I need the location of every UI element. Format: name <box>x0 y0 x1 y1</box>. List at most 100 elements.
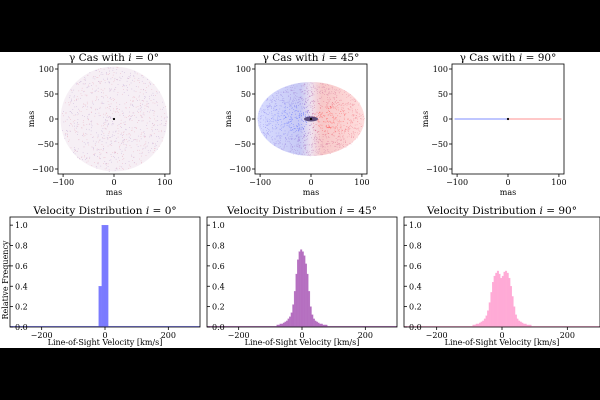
disk-panel-2-particle <box>338 132 340 134</box>
disk-panel-2-particle <box>333 141 334 143</box>
disk-panel-1-particle <box>111 142 113 144</box>
disk-panel-2-particle <box>341 129 343 131</box>
disk-panel-2-particle <box>355 117 357 118</box>
disk-panel-1-particle <box>121 93 123 95</box>
disk-panel-2-particle <box>324 94 326 95</box>
disk-panel-2-particle <box>325 124 327 126</box>
disk-panel-1-particle <box>93 136 94 138</box>
disk-panel-2-particle <box>295 152 297 154</box>
disk-panel-2-particle <box>304 84 305 86</box>
disk-panel-1-particle <box>146 145 148 147</box>
histogram-panel-3-xtick-label: 200 <box>560 331 575 340</box>
disk-panel-2-particle <box>278 111 280 113</box>
disk-panel-1-particle <box>102 131 103 133</box>
histogram-panel-3-ytick-label: 0.0 <box>409 323 422 332</box>
disk-panel-2-particle <box>303 134 305 135</box>
disk-panel-1-particle <box>66 133 68 135</box>
disk-panel-2-particle <box>334 102 336 103</box>
disk-panel-2-particle <box>302 113 304 115</box>
disk-panel-1-particle <box>112 134 113 136</box>
disk-panel-2-particle <box>303 121 304 122</box>
disk-panel-1-particle <box>105 95 107 96</box>
disk-panel-2-particle <box>336 97 338 98</box>
disk-panel-1-particle <box>131 141 133 142</box>
disk-panel-2-particle <box>345 91 347 92</box>
disk-panel-1-particle <box>87 84 89 86</box>
disk-panel-2-particle <box>350 121 352 122</box>
disk-panel-1-particle <box>100 148 102 150</box>
disk-panel-1-particle <box>90 130 92 132</box>
disk-panel-2-particle <box>331 91 333 92</box>
disk-panel-2-particle <box>333 98 335 99</box>
disk-panel-2-particle <box>260 128 262 129</box>
disk-panel-2-particle <box>289 112 291 114</box>
disk-panel-1-particle <box>96 89 97 91</box>
disk-panel-2-particle <box>348 102 349 103</box>
disk-panel-1-particle <box>128 94 129 96</box>
disk-panel-2-particle <box>266 105 268 107</box>
disk-panel-2-particle <box>319 148 320 150</box>
histogram-panel-2-title: Velocity Distribution i = 45° <box>226 205 377 217</box>
disk-panel-1-particle <box>109 144 111 146</box>
disk-panel-2-particle <box>358 127 360 129</box>
disk-panel-2-particle <box>298 145 300 146</box>
disk-panel-2-particle <box>303 136 305 137</box>
histogram-panel-3-xtick-label: 0 <box>499 331 504 340</box>
disk-panel-2-particle <box>303 112 304 113</box>
disk-panel-2-particle <box>291 103 293 105</box>
disk-panel-2-particle <box>276 105 278 107</box>
disk-panel-1-particle <box>137 79 138 81</box>
disk-panel-1-particle <box>92 77 94 79</box>
disk-panel-2-particle <box>313 85 314 87</box>
histogram-panel-2-bar <box>311 314 314 328</box>
disk-panel-1-particle <box>115 140 116 142</box>
disk-panel-1-particle <box>105 128 107 129</box>
disk-panel-2-particle <box>347 118 348 120</box>
disk-panel-1-particle <box>131 130 133 131</box>
disk-panel-2-particle <box>355 109 356 110</box>
disk-panel-1-particle <box>110 67 112 69</box>
disk-panel-2-particle <box>266 114 268 115</box>
disk-panel-2-particle <box>297 111 299 112</box>
disk-panel-2-particle <box>260 108 262 109</box>
disk-panel-1-particle <box>162 101 164 103</box>
disk-panel-2-particle <box>312 144 314 146</box>
disk-panel-2-particle <box>287 113 288 115</box>
disk-panel-2-particle <box>331 126 333 128</box>
disk-panel-2-particle <box>345 113 347 114</box>
disk-panel-2-particle <box>337 129 339 131</box>
disk-panel-2-particle <box>294 92 295 93</box>
disk-panel-1-particle <box>163 107 164 109</box>
disk-panel-1-particle <box>133 80 135 82</box>
disk-panel-2-particle <box>301 88 302 90</box>
disk-panel-2-particle <box>318 103 320 104</box>
disk-panel-2-particle <box>301 124 303 125</box>
disk-panel-2-particle <box>297 127 298 129</box>
disk-panel-2-particle <box>307 151 308 153</box>
disk-panel-2-particle <box>281 100 283 101</box>
disk-panel-1-particle <box>73 152 74 154</box>
disk-panel-2-particle <box>343 118 345 120</box>
disk-panel-1-particle <box>164 124 166 126</box>
disk-panel-2-particle <box>302 138 303 139</box>
disk-panel-2-particle <box>298 141 300 143</box>
disk-panel-2-particle <box>286 121 288 123</box>
histogram-panel-3-bar <box>488 302 491 328</box>
histogram-panel-2-bar <box>289 316 292 328</box>
disk-panel-1-particle <box>115 111 116 113</box>
disk-panel-2-particle <box>352 104 354 106</box>
disk-panel-2-particle <box>308 104 310 106</box>
disk-panel-2-particle <box>269 105 271 106</box>
disk-panel-1-particle <box>115 87 117 88</box>
disk-panel-1-particle <box>129 127 130 128</box>
disk-panel-2-particle <box>292 100 293 102</box>
disk-panel-1-particle <box>152 152 154 153</box>
disk-panel-1-particle <box>82 135 83 137</box>
histogram-panel-3-bar <box>503 271 506 328</box>
disk-panel-1-particle <box>107 101 109 102</box>
disk-panel-2-particle <box>276 92 277 94</box>
disk-panel-1-particle <box>150 135 152 137</box>
disk-panel-1-particle <box>121 156 123 157</box>
disk-panel-2-particle <box>277 90 279 92</box>
disk-panel-1-particle <box>74 130 76 131</box>
